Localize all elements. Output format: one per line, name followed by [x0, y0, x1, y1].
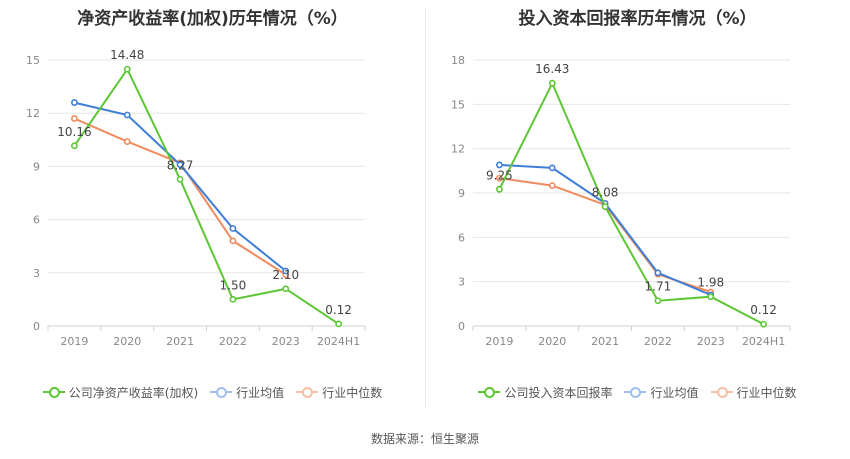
data-label: 1.71 — [645, 280, 672, 294]
y-tick-label: 0 — [458, 320, 465, 333]
legend-label: 公司净资产收益率(加权) — [68, 385, 199, 400]
chart-title: 投入资本回报率历年情况（%） — [518, 9, 757, 29]
data-label: 1.98 — [697, 276, 724, 290]
data-point — [282, 285, 290, 293]
data-point — [548, 164, 556, 172]
data-label: 9.25 — [486, 168, 513, 182]
data-point — [71, 142, 78, 150]
chart-panel-roe: 净资产收益率(加权)历年情况（%） 0 3 6 9 12 15 2019 2020 2021 20… — [0, 0, 425, 410]
data-label: 10.16 — [57, 125, 91, 139]
series-line-0 — [498, 80, 765, 326]
panel-divider — [425, 8, 426, 408]
chart-panel-roic: 投入资本回报率历年情况（%） 0 3 6 9 12 15 18 2019 2020 2021 202… — [425, 0, 850, 410]
legend-marker-icon — [296, 386, 319, 398]
data-point — [229, 225, 237, 232]
data-source: 数据来源：恒生聚源 — [370, 432, 479, 446]
data-point — [71, 99, 78, 106]
legend-item-industry-mean[interactable]: 行业均值 — [624, 384, 699, 401]
legend-marker-icon — [710, 386, 733, 398]
legend-label: 公司投入资本回报率 — [504, 385, 613, 400]
y-tick-label: 9 — [33, 160, 40, 173]
x-tick-label: 2023 — [697, 335, 725, 348]
data-point — [760, 320, 767, 328]
chart-roe: 0 3 6 9 12 15 2019 2020 2021 2022 2023 2024H1 10.16 1… — [26, 48, 366, 348]
chart-title: 净资产收益率(加权)历年情况（%） — [77, 9, 348, 29]
legend: 公司净资产收益率(加权) 行业均值 行业中位数 — [0, 382, 425, 402]
x-tick-label: 2019 — [60, 335, 88, 348]
data-label: 1.50 — [220, 278, 247, 292]
series-line-2 — [73, 117, 287, 276]
data-point — [123, 65, 131, 73]
data-label: 0.12 — [750, 303, 777, 317]
x-tick-label: 2019 — [485, 335, 513, 348]
series-line-0 — [73, 67, 340, 325]
data-point — [707, 293, 715, 301]
data-point — [176, 161, 184, 169]
data-point — [654, 297, 662, 305]
y-tick-label: 18 — [451, 54, 465, 67]
x-tick-label: 2020 — [113, 335, 141, 348]
data-label: 14.48 — [110, 48, 144, 62]
y-tick-label: 15 — [26, 54, 40, 67]
series-line-1 — [499, 163, 712, 296]
legend-item-industry-median[interactable]: 行业中位数 — [296, 384, 382, 401]
x-tick-label: 2022 — [219, 335, 247, 348]
data-point — [176, 175, 184, 183]
data-point — [548, 182, 556, 190]
data-point — [123, 111, 131, 119]
data-point — [71, 115, 78, 122]
data-point — [335, 320, 342, 328]
legend-label: 行业中位数 — [736, 385, 797, 400]
legend-item-industry-median[interactable]: 行业中位数 — [710, 384, 797, 401]
x-tick-label: 2024H1 — [317, 335, 360, 348]
x-tick-label: 2024H1 — [742, 335, 785, 348]
y-tick-label: 6 — [458, 231, 465, 244]
legend-item-company[interactable]: 公司投入资本回报率 — [478, 384, 612, 401]
data-point — [496, 161, 503, 169]
data-point — [496, 174, 503, 182]
x-tick-label: 2021 — [166, 335, 194, 348]
data-point — [229, 237, 237, 245]
data-point — [282, 267, 290, 275]
y-tick-label: 3 — [33, 267, 40, 280]
y-tick-label: 12 — [26, 107, 40, 120]
legend-label: 行业均值 — [236, 385, 285, 400]
data-point — [229, 295, 237, 303]
x-tick-label: 2021 — [591, 335, 619, 348]
x-tick-label: 2020 — [538, 335, 566, 348]
data-point — [123, 138, 131, 145]
legend-marker-icon — [624, 386, 647, 398]
chart-roic: 0 3 6 9 12 15 18 2019 2020 2021 2022 2023 2024H1 9.25… — [451, 54, 791, 348]
data-label: 2.10 — [272, 268, 299, 282]
data-point — [548, 79, 556, 87]
legend-label: 行业中位数 — [322, 385, 383, 400]
data-point — [601, 203, 609, 210]
y-tick-label: 9 — [458, 187, 465, 200]
legend-marker-icon — [42, 386, 65, 398]
series-line-1 — [74, 101, 287, 272]
data-label: 0.12 — [325, 303, 352, 317]
y-tick-label: 15 — [451, 98, 465, 111]
legend-label: 行业均值 — [650, 385, 699, 400]
legend-item-company[interactable]: 公司净资产收益率(加权) — [42, 384, 199, 401]
legend-item-industry-mean[interactable]: 行业均值 — [210, 384, 284, 401]
data-point — [654, 269, 662, 277]
data-label: 8.08 — [592, 186, 619, 200]
data-label: 8.27 — [167, 158, 194, 172]
legend: 公司投入资本回报率 行业均值 行业中位数 — [425, 382, 850, 402]
y-tick-label: 3 — [458, 276, 465, 289]
data-label: 16.43 — [535, 62, 569, 76]
x-tick-label: 2022 — [644, 335, 672, 348]
y-tick-label: 12 — [451, 143, 465, 156]
data-point — [496, 185, 503, 193]
x-tick-label: 2023 — [272, 335, 300, 348]
y-tick-label: 0 — [33, 320, 40, 333]
y-tick-label: 6 — [33, 214, 40, 227]
legend-marker-icon — [478, 386, 501, 398]
legend-marker-icon — [210, 386, 233, 398]
